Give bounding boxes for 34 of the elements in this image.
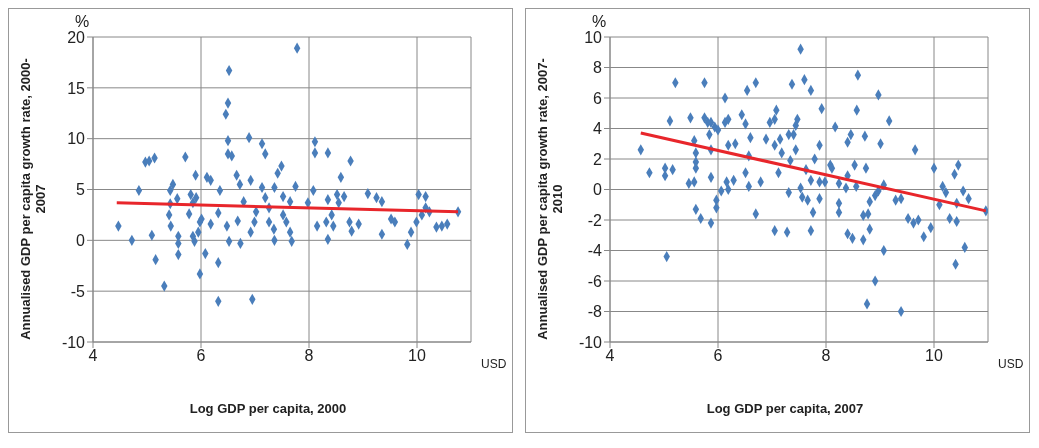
x-axis-title: Log GDP per capita, 2007: [705, 401, 865, 416]
y-tick-label: 15: [67, 79, 86, 97]
y-tick-label: -10: [578, 333, 603, 351]
text: %: [75, 13, 90, 31]
x-tick-label: 8: [821, 347, 831, 365]
x-tick-label: 8: [304, 347, 314, 365]
y-tick-label: -6: [587, 272, 603, 290]
y-tick-label: -4: [587, 242, 603, 260]
x-tick-label: 6: [713, 347, 723, 365]
text: USD: [481, 357, 507, 371]
y-tick-label: 10: [67, 130, 86, 148]
x-tick-label: 10: [925, 347, 943, 365]
y-axis-title: Annualised GDP per capita growth rate, 2000-2007: [18, 57, 48, 342]
y-tick-label: 6: [593, 89, 603, 107]
y-tick-label: 5: [76, 181, 86, 199]
y-tick-label: -2: [587, 211, 603, 229]
x-axis-title: Log GDP per capita, 2000: [188, 401, 348, 416]
y-tick-label: 4: [593, 120, 603, 138]
text: %: [592, 13, 607, 31]
y-tick-label: -10: [61, 333, 86, 351]
y-tick-label: -8: [587, 303, 603, 321]
x-tick-label: 4: [88, 347, 98, 365]
y-tick-label: -5: [70, 282, 86, 300]
y-axis-title: Annualised GDP per capita growth rate, 2007-2010: [535, 57, 565, 342]
x-tick-label: 6: [196, 347, 206, 365]
x-tick-label: 4: [605, 347, 615, 365]
text: USD: [998, 357, 1024, 371]
y-tick-label: 2: [593, 150, 603, 168]
y-tick-label: 8: [593, 59, 603, 77]
y-tick-label: 20: [67, 28, 86, 46]
x-tick-label: 10: [408, 347, 426, 365]
y-tick-label: 0: [593, 181, 603, 199]
y-tick-label: 10: [584, 28, 603, 46]
y-tick-label: 0: [76, 232, 86, 250]
